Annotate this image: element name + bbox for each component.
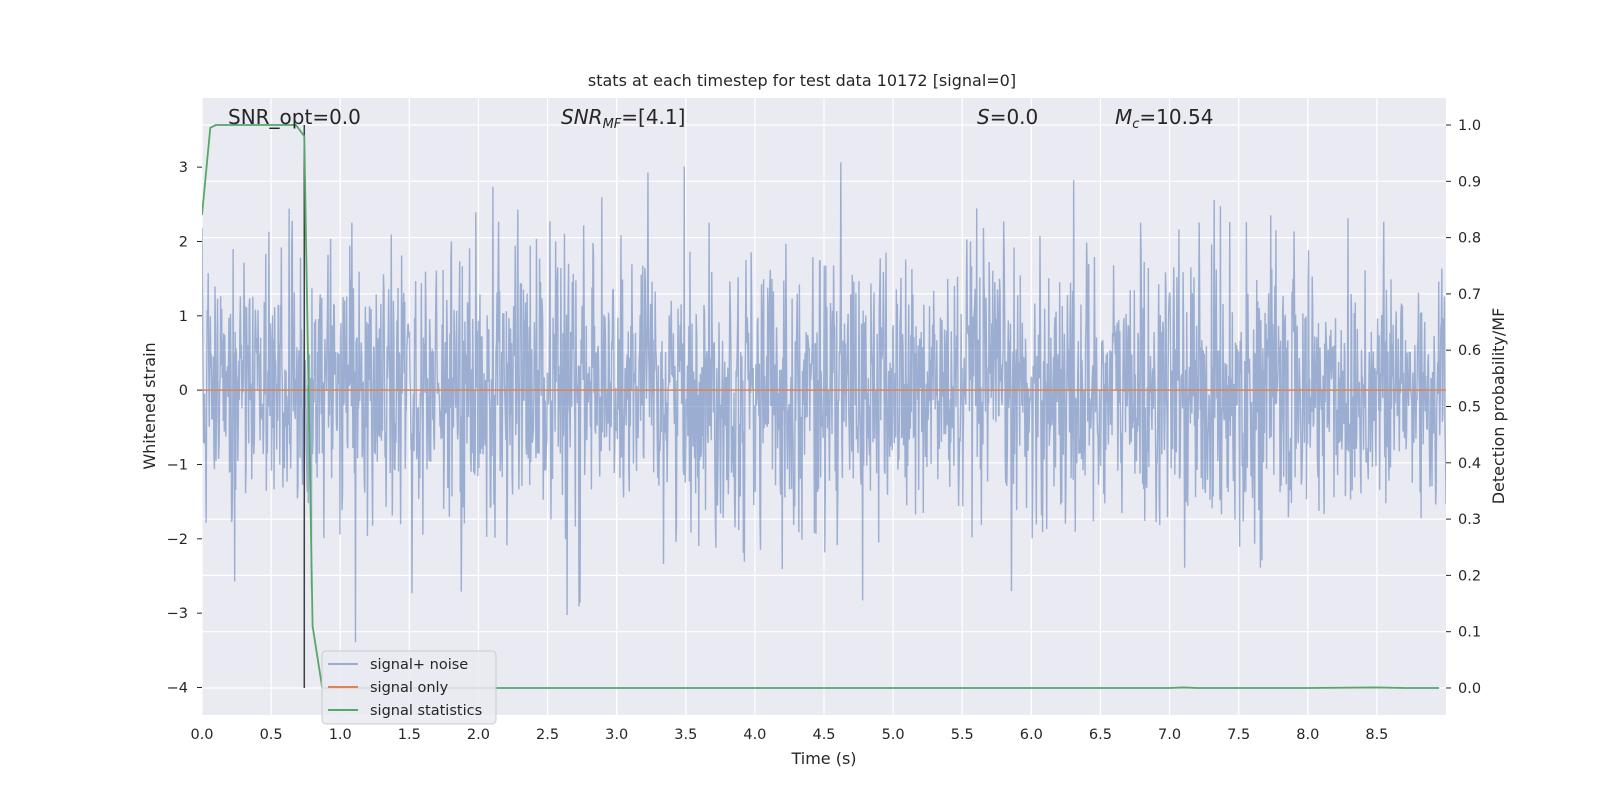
x-tick-labels: 0.0 0.5 1.0 1.5 2.0 2.5 3.0 3.5 4.0 4.5 5.0 5.5 6.0 6… [190,727,1388,743]
right-y-tick-label: 0.7 [1458,287,1481,303]
left-y-tick-labels: 3 2 1 0 −1 −2 −3 −4 [167,160,202,696]
x-tick-label: 2.5 [536,727,559,743]
signal-plus-noise-trace [202,162,1446,643]
right-y-axis-label: Detection probability/MF [1489,308,1508,505]
x-tick-label: 7.5 [1227,727,1250,743]
x-tick-label: 1.0 [329,727,352,743]
right-y-tick-label: 0.9 [1458,174,1481,190]
x-tick-label: 3.0 [605,727,628,743]
right-y-tick-label: 0.5 [1458,400,1481,416]
left-y-tick-label: 1 [179,309,188,325]
annotation-snr-mf: SNRMF=[4.1] [561,105,685,132]
x-tick-label: 4.5 [812,727,835,743]
x-tick-label: 4.0 [743,727,766,743]
left-y-tick-label: 2 [179,234,188,250]
right-y-tick-label: 1.0 [1458,118,1481,134]
x-tick-label: 7.0 [1158,727,1181,743]
left-y-tick-label: −4 [167,680,188,696]
legend-label-signal-statistics: signal statistics [370,703,482,719]
left-y-tick-label: −2 [167,532,188,548]
x-tick-label: 0.5 [260,727,283,743]
x-tick-label: 8.5 [1365,727,1388,743]
x-tick-label: 0.0 [190,727,213,743]
x-axis-label: Time (s) [790,749,856,768]
annotation-snr-opt: SNR_opt=0.0 [228,105,361,129]
left-y-tick-label: 3 [179,160,188,176]
right-y-tick-label: 0.4 [1458,456,1481,472]
legend: signal+ noise signal only signal statist… [321,650,497,725]
x-tick-label: 1.5 [398,727,421,743]
left-y-axis-label: Whitened strain [140,342,159,469]
left-y-tick-label: −1 [167,457,188,473]
x-tick-label: 8.0 [1296,727,1319,743]
left-y-tick-label: 0 [179,383,188,399]
x-tick-label: 5.5 [951,727,974,743]
left-y-tick-label: −3 [167,606,188,622]
x-tick-label: 2.0 [467,727,490,743]
annotation-s: S=0.0 [977,105,1038,129]
series-signal-plus-noise [202,162,1446,643]
x-tick-label: 6.5 [1089,727,1112,743]
chart-title: stats at each timestep for test data 101… [588,71,1016,90]
legend-box [321,650,497,725]
legend-label-signal-only: signal only [370,680,449,696]
right-y-tick-label: 0.1 [1458,625,1481,641]
right-y-tick-label: 0.6 [1458,343,1481,359]
right-y-tick-labels: 1.0 0.9 0.8 0.7 0.6 0.5 0.4 0.3 0.2 0.1 0.0 [1446,118,1481,697]
right-y-tick-label: 0.0 [1458,681,1481,697]
x-tick-label: 3.5 [674,727,697,743]
right-y-tick-label: 0.3 [1458,512,1481,528]
x-tick-label: 5.0 [882,727,905,743]
legend-label-signal-plus-noise: signal+ noise [370,657,468,673]
right-y-tick-label: 0.2 [1458,568,1481,584]
annotation-mc: Mc=10.54 [1115,105,1213,132]
right-y-tick-label: 0.8 [1458,231,1481,247]
x-tick-label: 6.0 [1020,727,1043,743]
